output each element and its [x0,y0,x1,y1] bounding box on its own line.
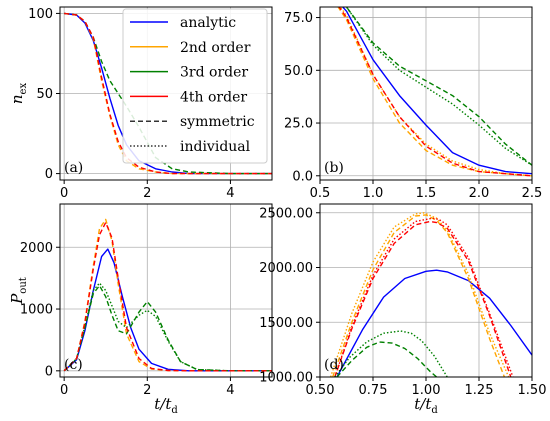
x-axis-label: t/td [154,395,178,416]
x-tick-label: 2 [143,383,151,398]
plot-area [63,218,272,372]
panel-tag: (d) [324,357,344,373]
legend: analytic 2nd order 3rd order 4th order symme… [122,8,268,164]
series-line-analytic [63,248,272,372]
series-line-2nd-order-symmetric [332,214,506,377]
y-tick-label: 75.0 [284,11,313,26]
x-tick-label: 1.5 [416,186,437,201]
series-line-3rd-order-symmetric [63,284,272,372]
panel-4: 0.50 0.75 1.00 1.25 1.50 1000.00 1500.00 2000.0… [259,203,547,416]
y-axis-label: nex [8,83,29,105]
legend-label: 2nd order [180,40,251,56]
x-tick-label: 0.75 [359,383,388,398]
series-line-2nd-order-individual [329,212,510,377]
y-tick-label: 0 [45,167,53,182]
y-tick-label: 1000.00 [259,371,313,386]
series-line-4th-order-symmetric [63,221,272,372]
x-axis-label: t/td [414,395,438,416]
y-tick-label: 2000 [20,241,53,256]
series-line-analytic [336,269,532,377]
x-tick-label: 2 [143,186,151,201]
series-line-3rd-order-individual [334,330,448,377]
x-tick-label: 1.50 [518,383,547,398]
series-line-3rd-order-individual [63,282,272,372]
x-tick-label: 1.00 [412,383,441,398]
panel-3: 0 2 4 0 1000 2000 (c) Pout t/td [8,203,273,416]
legend-label: symmetric [180,114,255,130]
series-line-4th-order-symmetric [334,220,512,377]
axes-frame [59,203,273,378]
y-tick-label: 1500.00 [259,316,313,331]
panel-tag: (a) [64,160,83,176]
legend-label: analytic [180,15,236,31]
legend-label: 3rd order [180,65,248,81]
x-tick-label: 4 [226,186,234,201]
y-tick-label: 2500.00 [259,206,313,221]
legend-label: 4th order [180,89,247,105]
panel-tag: (c) [64,357,83,373]
y-axis-label: Pout [8,277,29,305]
y-tick-label: 50 [36,87,53,102]
series-line-2nd-order-symmetric [337,7,532,177]
series-line-4th-order-symmetric [338,7,532,177]
legend-label: individual [180,139,251,155]
plot-area [64,12,272,175]
plot-area [337,7,532,177]
y-tick-label: 1000 [20,303,53,318]
x-tick-label: 0 [60,383,68,398]
x-tick-label: 1.0 [363,186,384,201]
panel-1: 0 2 4 0 50 100 (a) nex [8,6,273,201]
x-tick-label: 0.5 [310,186,331,201]
y-tick-label: 25.0 [284,117,313,132]
series-line-3rd-order-symmetric [336,341,438,377]
panel-2: 0.5 1.0 1.5 2.0 2.5 0.0 25.0 50.0 75.0 (b) [284,6,543,201]
series-line-analytic [341,7,532,175]
x-tick-label: 0 [60,186,68,201]
y-tick-label: 50.0 [284,64,313,79]
plot-area [329,212,532,377]
x-tick-label: 1.25 [465,383,494,398]
x-tick-label: 2.5 [522,186,543,201]
series-line-4th-order-symmetric [64,12,272,175]
y-tick-label: 0 [45,364,53,379]
y-tick-label: 2000.00 [259,261,313,276]
series-line-3rd-order-individual [345,7,532,166]
x-tick-label: 0.50 [306,383,335,398]
x-tick-label: 4 [226,383,234,398]
series-line-2nd-order-symmetric [63,218,272,372]
y-tick-label: 0.0 [292,169,313,184]
x-tick-label: 2.0 [469,186,490,201]
panel-tag: (b) [324,160,344,176]
y-tick-label: 100 [28,7,53,22]
